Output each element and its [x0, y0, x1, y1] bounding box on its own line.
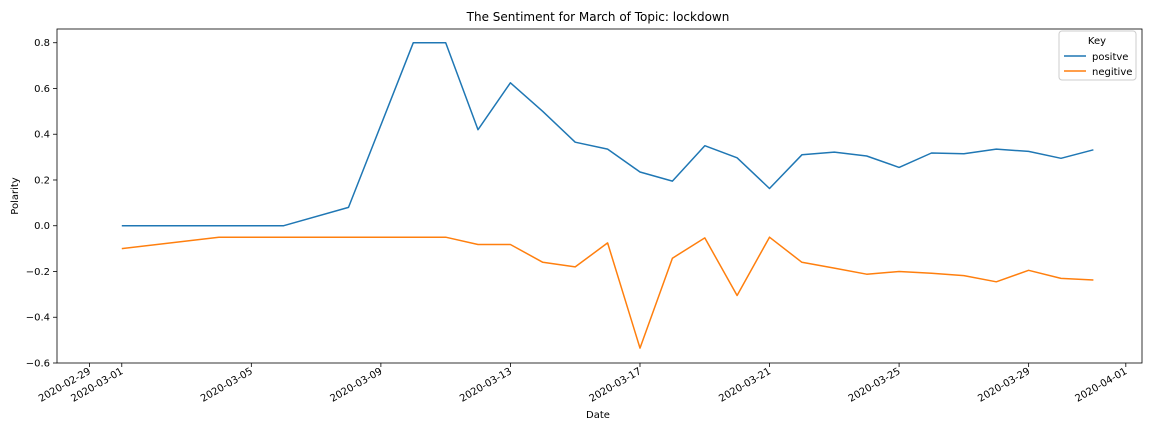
plot-frame — [56, 28, 1143, 364]
legend-frame — [1058, 30, 1137, 81]
x-tick-label: 2020-03-25 — [847, 366, 903, 405]
y-axis: −0.6 −0.4 −0.2 0.0 0.2 0.4 0.6 0.8 — [26, 38, 57, 370]
x-tick-label: 2020-03-13 — [458, 366, 514, 405]
x-tick-label: 2020-04-01 — [1073, 366, 1129, 405]
y-axis-label: Polarity — [10, 177, 21, 215]
y-tick-label: 0.6 — [34, 84, 50, 95]
y-tick-label: 0.0 — [34, 221, 50, 232]
x-axis-label: Date — [586, 410, 610, 421]
y-tick-label: −0.4 — [26, 313, 50, 324]
y-tick-label: 0.8 — [34, 38, 50, 49]
legend-label-positve: positve — [1092, 52, 1128, 63]
y-tick-label: −0.6 — [26, 359, 50, 370]
y-tick-label: 0.2 — [34, 175, 50, 186]
x-tick-label: 2020-03-29 — [976, 366, 1032, 405]
x-tick-label: 2020-03-21 — [717, 366, 773, 405]
y-tick-label: −0.2 — [26, 267, 50, 278]
series-line-positve — [121, 41, 1094, 227]
legend-title: Key — [1088, 36, 1106, 47]
legend: Key positve negitive — [1058, 30, 1137, 81]
x-tick-label: 2020-03-09 — [329, 366, 385, 405]
legend-label-negitive: negitive — [1092, 67, 1132, 78]
x-tick-label: 2020-03-17 — [588, 366, 644, 405]
series-group — [121, 41, 1094, 349]
plot-area — [56, 28, 1143, 364]
chart-title: The Sentiment for March of Topic: lockdo… — [466, 10, 730, 24]
series-line-negitive — [121, 236, 1094, 349]
y-tick-label: 0.4 — [34, 130, 50, 141]
x-tick-label: 2020-03-05 — [199, 366, 255, 405]
